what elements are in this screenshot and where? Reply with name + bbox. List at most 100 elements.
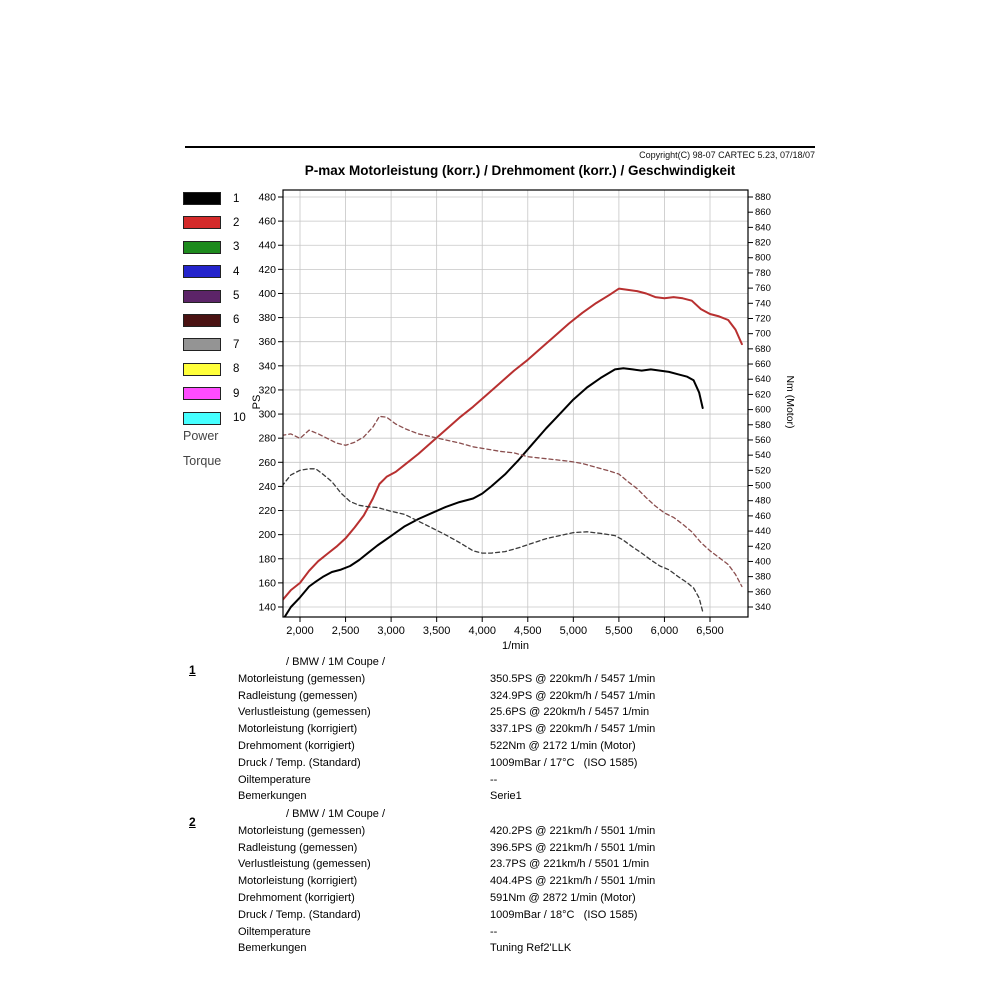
result-row: Bemerkungen Tuning Ref2'LLK (238, 940, 838, 957)
legend-item-6: 6 (183, 313, 246, 327)
power-run2-curve (283, 287, 743, 601)
result-value: 591Nm @ 2872 1/min (Motor) (490, 891, 636, 904)
y-left-tick-label: 440 (258, 240, 276, 252)
x-tick-label: 5,500 (605, 625, 633, 637)
result-value: 25.6PS @ 220km/h / 5457 1/min (490, 706, 650, 719)
legend-item-8: 8 (183, 362, 246, 376)
result-value: -- (490, 773, 498, 786)
y-right-tick-label: 780 (755, 268, 771, 279)
legend-power-label: Power (183, 429, 219, 443)
result-value: 404.4PS @ 221km/h / 5501 1/min (490, 875, 656, 888)
result-label: Drehmoment (korrigiert) (238, 739, 355, 752)
result-row: Motorleistung (gemessen) 420.2PS @ 221km/… (238, 823, 838, 840)
y-left-tick-label: 140 (258, 602, 276, 614)
x-tick-label: 3,000 (377, 625, 405, 637)
result-value: 522Nm @ 2172 1/min (Motor) (490, 739, 636, 752)
y-right-tick-label: 460 (755, 511, 771, 522)
y-left-tick-label: 160 (258, 577, 276, 589)
y-right-tick-label: 620 (755, 389, 771, 400)
legend-swatch-5 (183, 289, 221, 303)
legend-number: 9 (233, 387, 240, 400)
result-row: Druck / Temp. (Standard) 1009mBar / 17°C … (238, 755, 838, 772)
legend-swatch-2 (183, 216, 221, 230)
result-value: 1009mBar / 18°C (ISO 1585) (490, 908, 638, 921)
legend-item-3: 3 (183, 240, 246, 254)
result-value: 350.5PS @ 220km/h / 5457 1/min (490, 672, 656, 685)
legend-swatch-8 (183, 362, 221, 376)
copyright-text: Copyright(C) 98-07 CARTEC 5.23, 07/18/07 (639, 150, 815, 160)
y-right-tick-label: 720 (755, 313, 771, 324)
y-right-tick-label: 400 (755, 556, 771, 567)
legend-swatch-6 (183, 313, 221, 327)
dyno-chart: 140 160 180 200 220 240 260 280 300 320 340 360 380 4… (251, 189, 796, 650)
curve-color-legend: 1 2 3 4 5 6 7 8 9 10 (183, 192, 246, 436)
y-right-tick-label: 640 (755, 374, 771, 385)
axis-ticks (278, 196, 753, 622)
result-label: Drehmoment (korrigiert) (238, 891, 355, 904)
y-right-tick-label: 800 (755, 253, 771, 264)
y-right-tick-label: 760 (755, 283, 771, 294)
result-row: Motorleistung (gemessen) 350.5PS @ 220km/… (238, 671, 838, 688)
legend-item-4: 4 (183, 265, 246, 279)
result-label: Radleistung (gemessen) (238, 689, 358, 702)
y-right-tick-label: 440 (755, 526, 771, 537)
y-right-tick-label: 520 (755, 465, 771, 476)
legend-item-10: 10 (183, 411, 246, 425)
y-left-tick-label: 240 (258, 481, 276, 493)
legend-swatch-9 (183, 387, 221, 401)
y-right-tick-label: 340 (755, 602, 771, 613)
y-right-tick-label: 700 (755, 329, 771, 340)
legend-swatch-3 (183, 240, 221, 254)
y-left-tick-label: 280 (258, 433, 276, 445)
result-row: Radleistung (gemessen) 324.9PS @ 220km/h … (238, 688, 838, 705)
chart-frame (282, 189, 749, 618)
legend-number: 4 (233, 265, 240, 278)
result-label: Verlustleistung (gemessen) (238, 858, 371, 871)
y-left-tick-label: 320 (258, 384, 276, 396)
y-right-tick-label: 880 (755, 192, 771, 203)
x-tick-label: 4,500 (514, 625, 542, 637)
legend-number: 6 (233, 314, 240, 327)
legend-swatch-7 (183, 338, 221, 352)
y-right-tick-label: 840 (755, 222, 771, 233)
result-row: Motorleistung (korrigiert) 404.4PS @ 221k… (238, 873, 838, 890)
result-label: Motorleistung (korrigiert) (238, 875, 358, 888)
y-right-tick-label: 560 (755, 435, 771, 446)
result-label: Bemerkungen (238, 790, 307, 803)
result-value: -- (490, 925, 498, 938)
result-label: Oiltemperature (238, 925, 311, 938)
result-label: Motorleistung (gemessen) (238, 824, 366, 837)
x-tick-label: 3,500 (423, 625, 451, 637)
legend-item-1: 1 (183, 192, 246, 205)
x-axis-title: 1/min (502, 640, 529, 650)
y-left-tick-label: 480 (258, 192, 276, 204)
legend-number: 8 (233, 363, 240, 376)
legend-item-2: 2 (183, 216, 246, 230)
y-left-axis-title: PS (251, 395, 263, 410)
legend-number: 3 (233, 241, 240, 254)
y-left-tick-label: 300 (258, 409, 276, 421)
legend-swatch-4 (183, 265, 221, 279)
y-right-tick-label: 600 (755, 405, 771, 416)
result-label: Motorleistung (gemessen) (238, 672, 366, 685)
torque-run1-curve (283, 468, 704, 613)
x-tick-label: 6,500 (696, 625, 724, 637)
y-right-tick-label: 380 (755, 572, 771, 583)
result-value: Serie1 (490, 790, 522, 803)
result-label: Oiltemperature (238, 773, 311, 786)
result-value: 1009mBar / 17°C (ISO 1585) (490, 756, 638, 769)
result-label: Radleistung (gemessen) (238, 841, 358, 854)
chart-title: P-max Motorleistung (korr.) / Drehmoment… (304, 163, 736, 178)
run-number: 2 (189, 815, 196, 829)
result-row: Druck / Temp. (Standard) 1009mBar / 18°C … (238, 907, 838, 924)
y-right-tick-label: 480 (755, 496, 771, 507)
legend-item-7: 7 (183, 338, 246, 352)
result-value: 23.7PS @ 221km/h / 5501 1/min (490, 858, 650, 871)
y-right-tick-label: 740 (755, 298, 771, 309)
y-right-tick-label: 820 (755, 238, 771, 249)
result-value: 324.9PS @ 220km/h / 5457 1/min (490, 689, 656, 702)
result-label: Druck / Temp. (Standard) (238, 908, 361, 921)
chart-grid (283, 190, 748, 617)
y-right-tick-label: 360 (755, 587, 771, 598)
